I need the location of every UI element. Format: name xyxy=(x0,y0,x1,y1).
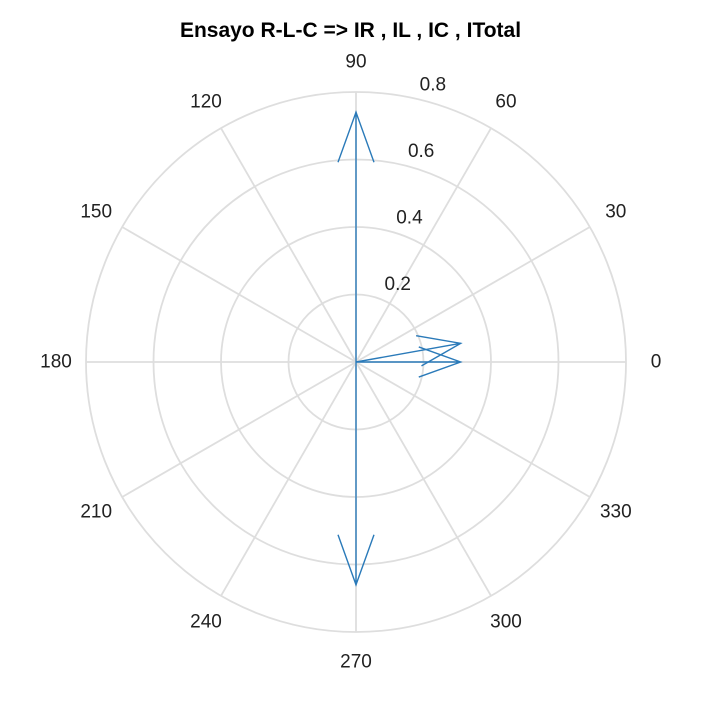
radius-tick-label-0.2: 0.2 xyxy=(385,274,411,295)
angle-tick-label-120: 120 xyxy=(190,92,222,113)
vector-arrow-2 xyxy=(337,362,375,587)
angle-tick-label-270: 270 xyxy=(340,652,372,673)
angular-grid-line-1 xyxy=(355,226,591,363)
compass-vectors xyxy=(337,110,463,587)
radius-tick-label-0.6: 0.6 xyxy=(408,141,434,162)
angle-tick-label-300: 300 xyxy=(490,611,522,632)
angle-tick-label-30: 30 xyxy=(605,202,626,223)
angle-tick-label-210: 210 xyxy=(80,502,112,523)
polar-labels: 0 30 60 90 120 150 180 210 240 270 300 330 0.2 0.4 0.6… xyxy=(40,52,661,673)
angle-tick-label-180: 180 xyxy=(40,352,72,373)
radius-tick-label-0.8: 0.8 xyxy=(420,75,446,96)
angular-grid-line-11 xyxy=(355,361,591,498)
angular-grid-line-8 xyxy=(220,361,357,597)
chart-title: Ensayo R-L-C => IR , IL , IC , ITotal xyxy=(179,19,522,42)
angular-grid-line-7 xyxy=(121,361,357,498)
angular-grid-line-10 xyxy=(355,361,492,597)
vector-arrow-1 xyxy=(337,110,375,362)
vector-arrow-3 xyxy=(355,335,463,367)
radius-tick-label-0.4: 0.4 xyxy=(396,208,423,229)
angle-tick-label-240: 240 xyxy=(190,611,222,632)
angle-tick-label-330: 330 xyxy=(600,502,632,523)
angle-tick-label-60: 60 xyxy=(495,92,516,113)
angular-grid-line-5 xyxy=(121,226,357,363)
angle-tick-label-90: 90 xyxy=(345,52,366,73)
angular-grid-line-4 xyxy=(220,127,357,363)
angular-grid-line-2 xyxy=(355,127,492,363)
angle-tick-label-150: 150 xyxy=(80,202,112,223)
angle-tick-label-0: 0 xyxy=(651,352,662,373)
vector-arrow-0 xyxy=(356,346,463,378)
